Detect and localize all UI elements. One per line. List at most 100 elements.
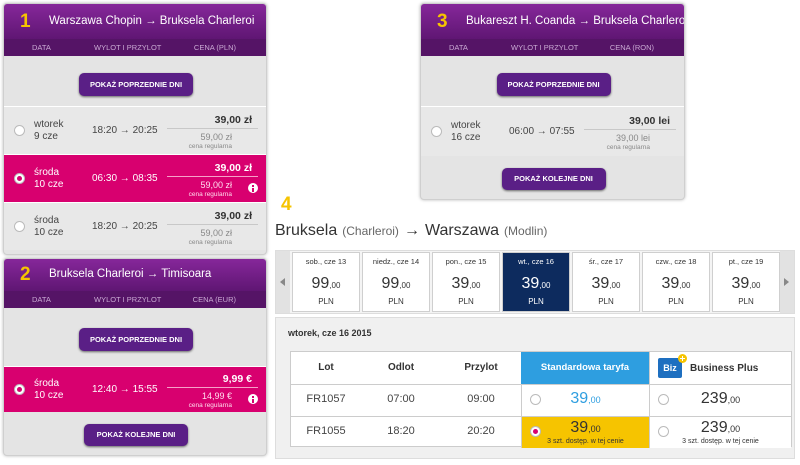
- currency: PLN: [458, 297, 474, 306]
- column-label: CENA (PLN): [193, 43, 236, 52]
- regular-price: 14,99 €: [201, 391, 232, 401]
- price-decimals: ,00: [329, 281, 341, 290]
- scroll-arrow[interactable]: [780, 251, 794, 313]
- business-fare[interactable]: 239,00 3 szt. dostęp. w tej cenie: [649, 417, 791, 448]
- scroll-arrow[interactable]: [276, 251, 290, 313]
- date: 9 cze: [34, 131, 58, 142]
- row-divider: [291, 416, 791, 417]
- route-arrow: →: [403, 222, 420, 239]
- previous-days-button[interactable]: POKAŻ POPRZEDNIE DNI: [79, 328, 193, 351]
- day: wtorek: [451, 120, 481, 131]
- price-main: 39: [570, 390, 589, 407]
- route-to-airport: (Modlin): [504, 224, 548, 238]
- day-label: śr., cze 17: [588, 257, 624, 266]
- info-dot: [252, 185, 254, 187]
- previous-days-button[interactable]: POKAŻ POPRZEDNIE DNI: [79, 73, 193, 96]
- price-decimals: ,00: [539, 281, 551, 290]
- column-label: DATA: [32, 295, 51, 304]
- price-main: 239: [700, 419, 728, 436]
- price-main: 39: [451, 275, 470, 292]
- price: 39,00 zł: [214, 162, 252, 174]
- regular-label: cena regularna: [188, 143, 232, 150]
- step-number: 3: [437, 10, 448, 32]
- flight: FR1055: [306, 425, 346, 437]
- day-option[interactable]: pt., cze 19 39,00 PLN: [712, 252, 780, 312]
- radio-button[interactable]: [530, 426, 541, 437]
- biz-logo: Biz: [658, 358, 682, 378]
- day-price: 39,00: [573, 275, 639, 293]
- day: środa: [34, 167, 60, 178]
- times: 06:00 → 07:55: [509, 126, 575, 137]
- flight-row[interactable]: wtorek 16 cze 06:00 → 07:55 39,00 lei 39,00 …: [421, 106, 684, 156]
- price-main: 39: [591, 275, 610, 292]
- day-label: pt., cze 19: [728, 257, 764, 266]
- day-option[interactable]: czw., cze 18 39,00 PLN: [642, 252, 710, 312]
- info-dot: [252, 396, 254, 398]
- flight-row[interactable]: środa 10 cze 18:20 → 20:25 39,00 zł 59,00 zł…: [4, 202, 266, 250]
- day: środa: [34, 378, 60, 389]
- day-label: wt., cze 16: [518, 257, 554, 266]
- price-decimals: ,00: [679, 281, 691, 290]
- times: 18:20 → 20:25: [92, 125, 158, 136]
- info-icon[interactable]: [248, 183, 258, 193]
- day-price: 39,00: [713, 275, 779, 293]
- standard-fare[interactable]: 39,00: [521, 385, 649, 416]
- column-label: WYLOT I PRZYLOT: [511, 43, 579, 52]
- availability: 3 szt. dostęp. w tej cenie: [547, 438, 624, 445]
- next-days-button[interactable]: POKAŻ KOLEJNE DNI: [84, 424, 188, 446]
- next-days-button[interactable]: POKAŻ KOLEJNE DNI: [501, 168, 606, 190]
- column-label: DATA: [449, 43, 468, 52]
- radio-button[interactable]: [658, 426, 669, 437]
- radio-button[interactable]: [14, 221, 25, 232]
- column-header: Odlot: [387, 362, 415, 373]
- business-title: Business Plus: [690, 363, 759, 374]
- flight-row[interactable]: środa 10 cze 12:40 → 15:55 9,99 € 14,99 € cen…: [4, 366, 266, 412]
- plus-v: [682, 356, 683, 361]
- currency: PLN: [318, 297, 334, 306]
- fare-price: 239,00: [650, 419, 791, 437]
- day-option[interactable]: wt., cze 16 39,00 PLN: [502, 252, 570, 312]
- price-decimals: ,00: [469, 281, 481, 290]
- info-icon[interactable]: [248, 394, 258, 404]
- price-decimals: ,00: [727, 395, 741, 405]
- business-fare[interactable]: 239,00: [649, 385, 791, 416]
- booking-panel: 3 Bukareszt H. Coanda → Bruksela Charlero…: [420, 3, 685, 200]
- radio-button[interactable]: [14, 125, 25, 136]
- booking-panel: 2 Bruksela Charleroi → Timisoara DATA WYLOT…: [3, 258, 267, 456]
- price-main: 99: [381, 275, 400, 292]
- booking-panel: 1 Warszawa Chopin → Bruksela Charleroi DAT…: [3, 3, 267, 255]
- date-strip: sob., cze 13 99,00 PLN niedz., cze 14 99,00 P…: [275, 250, 795, 314]
- arrival: 20:20: [467, 425, 495, 437]
- day-option[interactable]: niedz., cze 14 99,00 PLN: [362, 252, 430, 312]
- column-header: Przylot: [464, 362, 498, 373]
- price-main: 99: [311, 275, 330, 292]
- business-fare-header: Biz Business Plus: [649, 352, 791, 384]
- price-decimals: ,00: [609, 281, 621, 290]
- price-divider: [167, 176, 258, 177]
- previous-days-button[interactable]: POKAŻ POPRZEDNIE DNI: [496, 73, 611, 96]
- day-option[interactable]: sob., cze 13 99,00 PLN: [292, 252, 360, 312]
- radio-button[interactable]: [14, 384, 25, 395]
- info-bar: [252, 398, 254, 403]
- flight-row[interactable]: środa 10 cze 06:30 → 08:35 39,00 zł 59,00 zł…: [4, 154, 266, 202]
- flight-row[interactable]: wtorek 9 cze 18:20 → 20:25 39,00 zł 59,00 zł…: [4, 106, 266, 154]
- radio-button[interactable]: [530, 394, 541, 405]
- day-option[interactable]: pon., cze 15 39,00 PLN: [432, 252, 500, 312]
- price-main: 39: [661, 275, 680, 292]
- radio-button[interactable]: [14, 173, 25, 184]
- arrow-glyph: [784, 278, 789, 286]
- arrow-glyph: [280, 278, 285, 286]
- price-divider: [167, 128, 258, 129]
- column-label: CENA (EUR): [192, 295, 236, 304]
- day-option[interactable]: śr., cze 17 39,00 PLN: [572, 252, 640, 312]
- price: 39,00 zł: [214, 210, 252, 222]
- column-header: DATA WYLOT I PRZYLOT CENA (RON): [421, 39, 684, 56]
- flight: FR1057: [306, 393, 346, 405]
- radio-button[interactable]: [431, 126, 442, 137]
- row-divider: [291, 384, 791, 385]
- price-decimals: ,00: [727, 424, 741, 434]
- day-price: 39,00: [433, 275, 499, 293]
- standard-fare[interactable]: 39,00 3 szt. dostęp. w tej cenie: [521, 417, 649, 448]
- radio-button[interactable]: [658, 394, 669, 405]
